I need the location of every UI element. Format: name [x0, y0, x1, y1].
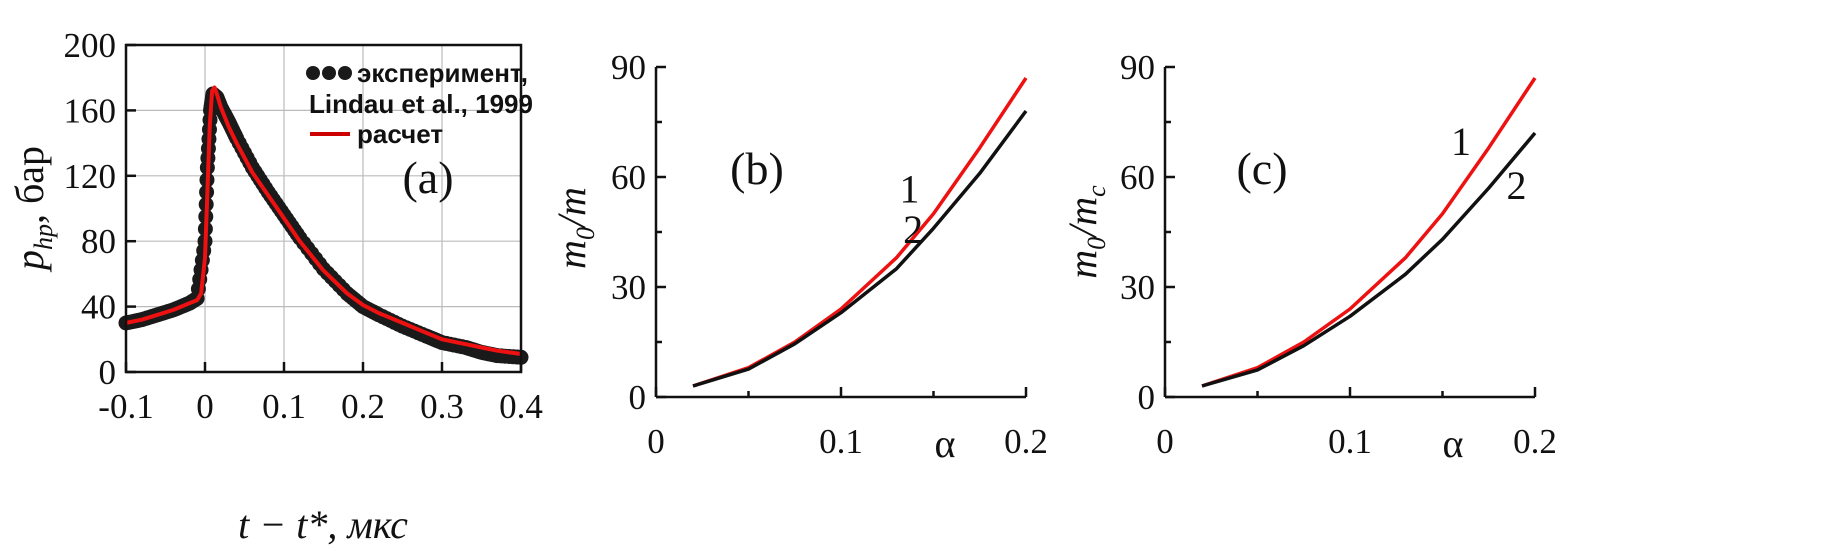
panel-a-legend: эксперимент, Lindau et al., 1999 расчет [306, 58, 533, 149]
x-tick-label: 0.2 [1004, 422, 1048, 461]
panel-b-ticks: 0 0.1 0.2 0 30 60 90 [611, 48, 1048, 461]
panel-c: 0 0.1 0.2 0 30 60 90 (c) 12 α m0/mc [1060, 48, 1557, 466]
svg-text:m0/mc: m0/mc [1060, 185, 1111, 279]
series-line-2 [692, 109, 1028, 388]
x-tick-label: 0 [647, 422, 665, 461]
panel-c-ylabel: m0/mc [1060, 185, 1111, 279]
legend-dot-2 [322, 66, 336, 80]
curve-label-2: 2 [1507, 163, 1527, 208]
x-tick-label: 0.2 [1513, 422, 1557, 461]
legend-label-experiment-source: Lindau et al., 1999 [309, 89, 533, 119]
y-tick-label: 60 [1120, 158, 1155, 197]
panel-c-xlabel: α [1443, 421, 1464, 466]
panel-c-curve-labels: 12 [1451, 119, 1527, 208]
legend-label-experiment: эксперимент, [357, 58, 528, 88]
legend-dot-1 [306, 66, 320, 80]
y-tick-label: 90 [1120, 48, 1155, 87]
x-tick-label: 0 [1156, 422, 1174, 461]
panel-a-xlabel: t − t*, мкс [238, 502, 408, 547]
panel-a-ylabel: php, бар [7, 146, 58, 273]
svg-text:php, бар: php, бар [7, 146, 58, 273]
series-line-1 [1201, 77, 1537, 388]
y-tick-label: 160 [64, 91, 117, 130]
panel-b-series [692, 77, 1028, 388]
y-tick-label: 80 [81, 222, 116, 261]
legend-dot-3 [338, 66, 352, 80]
y-tick-label: 30 [1120, 268, 1155, 307]
series-line-1 [692, 77, 1028, 388]
panel-b: 0 0.1 0.2 0 30 60 90 (b) 12 α m0/m [549, 48, 1048, 466]
panel-b-curve-labels: 12 [899, 167, 923, 252]
panel-c-series [1201, 77, 1537, 388]
panel-a-label: (a) [402, 152, 453, 203]
svg-text:m0/m: m0/m [549, 187, 600, 269]
y-tick-label: 120 [64, 157, 117, 196]
y-tick-label: 90 [611, 48, 646, 87]
y-tick-label: 0 [1138, 378, 1156, 417]
panel-c-ticks: 0 0.1 0.2 0 30 60 90 [1120, 48, 1557, 461]
y-tick-label: 200 [64, 26, 117, 65]
x-tick-label: -0.1 [98, 387, 153, 426]
curve-label-1: 1 [899, 167, 919, 212]
panel-c-label: (c) [1236, 143, 1287, 194]
x-tick-label: 0.3 [420, 387, 464, 426]
panel-b-ylabel: m0/m [549, 187, 600, 269]
x-tick-label: 0.1 [1328, 422, 1372, 461]
y-tick-label: 40 [81, 288, 116, 327]
panel-b-xlabel: α [935, 421, 956, 466]
x-tick-label: 0.2 [341, 387, 385, 426]
x-tick-label: 0.1 [819, 422, 863, 461]
curve-label-1: 1 [1451, 119, 1471, 164]
x-tick-label: 0 [196, 387, 214, 426]
series-line-2 [1201, 131, 1537, 388]
series-line-расчет [125, 85, 522, 356]
legend-label-calc: расчет [357, 119, 443, 149]
curve-label-2: 2 [903, 207, 923, 252]
panel-a-frame [124, 43, 523, 374]
y-tick-label: 60 [611, 158, 646, 197]
x-tick-label: 0.1 [262, 387, 306, 426]
y-tick-label: 0 [99, 353, 117, 392]
y-tick-label: 0 [629, 378, 647, 417]
x-tick-label: 0.4 [499, 387, 543, 426]
panel-a-series [118, 85, 529, 365]
panel-b-label: (b) [730, 143, 784, 194]
y-tick-label: 30 [611, 268, 646, 307]
